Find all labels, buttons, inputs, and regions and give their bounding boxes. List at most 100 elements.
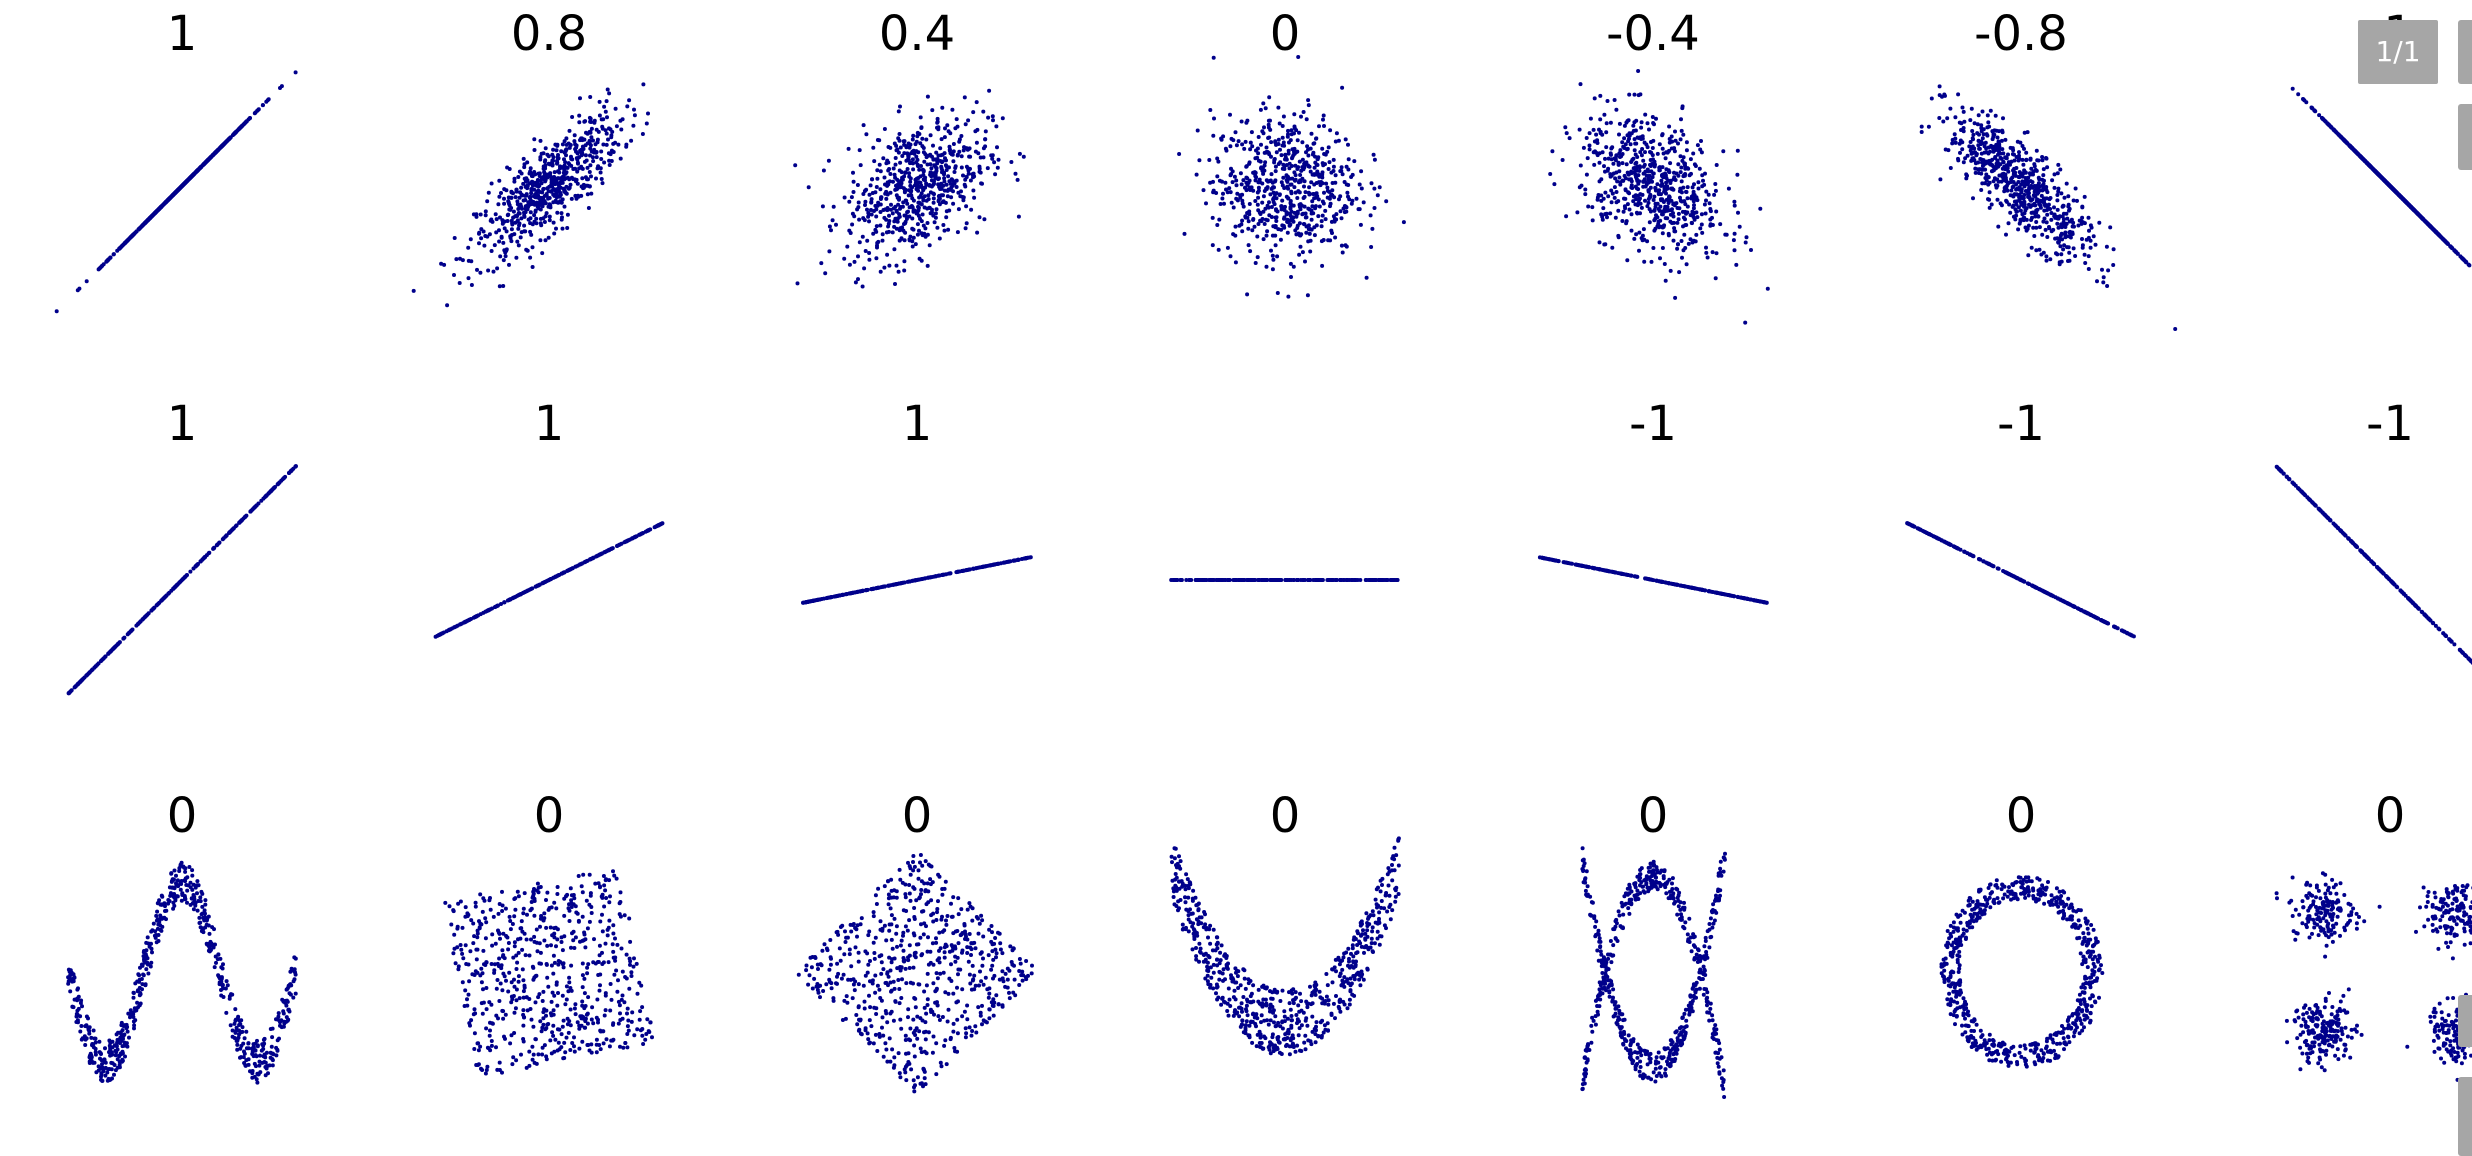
scatter-point xyxy=(2004,198,2009,203)
scatter-point xyxy=(1309,180,1314,185)
scatter-point xyxy=(1597,179,1602,184)
scatter-point xyxy=(954,117,959,122)
scatter-point xyxy=(2056,162,2061,167)
scatter-point xyxy=(489,249,494,253)
scatter-point xyxy=(1989,202,1994,207)
scatter-point xyxy=(2061,203,2066,208)
scatter-point xyxy=(528,210,533,215)
scatter-point xyxy=(127,630,132,635)
scatter-point xyxy=(975,230,980,235)
scatter-point xyxy=(1274,219,1279,223)
scatter-point xyxy=(1685,185,1690,190)
scatter-point xyxy=(2031,225,2036,230)
scatter-point xyxy=(293,70,298,75)
scatter-point xyxy=(865,207,869,212)
scatter-point xyxy=(600,126,605,131)
scatter-point xyxy=(646,111,650,116)
scatter-point xyxy=(496,202,501,207)
scatter-point xyxy=(587,115,592,120)
scatter-point xyxy=(1731,238,1736,243)
scatter-point xyxy=(1269,248,1273,253)
scatter-point xyxy=(2362,158,2367,163)
scatter-point xyxy=(501,284,506,288)
scatter-point xyxy=(573,166,578,171)
scatter-point xyxy=(1635,155,1640,159)
scatter-point xyxy=(1204,201,1208,206)
scatter-point xyxy=(892,219,897,224)
scatter-point xyxy=(504,229,509,234)
scatter-point xyxy=(519,185,524,190)
scatter-point xyxy=(928,133,933,138)
scatter-point xyxy=(1346,183,1351,187)
scatter-point xyxy=(925,206,930,211)
scatter-point xyxy=(1655,151,1660,156)
scatter-point xyxy=(543,238,548,243)
scatter-point xyxy=(1621,144,1626,149)
scatter-point xyxy=(1248,188,1253,192)
scatter-point xyxy=(888,207,893,212)
scatter-point xyxy=(1240,142,1245,147)
scatter-point xyxy=(893,162,898,167)
scatter-point xyxy=(1685,196,1690,201)
scatter-point xyxy=(1959,128,1963,132)
scatter-point xyxy=(1680,255,1684,260)
scatter-point xyxy=(852,214,857,219)
scatter-point xyxy=(1636,69,1641,73)
scatter-point xyxy=(1221,191,1225,196)
scatter-point xyxy=(842,195,847,200)
scatter-point xyxy=(971,188,976,193)
scatter-point xyxy=(1613,215,1618,220)
scatter-point xyxy=(1330,193,1335,198)
scatter-point xyxy=(898,104,902,109)
scatter-point xyxy=(946,174,951,179)
scatter-point xyxy=(903,198,908,203)
scatter-point xyxy=(1602,242,1607,247)
scatter-point xyxy=(1288,213,1293,218)
scatter-point xyxy=(1234,183,1239,188)
scatter-point xyxy=(2106,268,2111,273)
scatter-point xyxy=(1648,150,1652,154)
scatter-panel: 0.8 xyxy=(411,6,650,308)
scatter-point xyxy=(1349,175,1354,179)
scatter-point xyxy=(1950,137,1955,142)
scatter-point xyxy=(543,179,548,184)
scatter-point xyxy=(857,217,862,222)
scatter-point xyxy=(1307,207,1312,212)
scatter-point xyxy=(2051,227,2056,232)
scatter-point xyxy=(558,164,562,169)
scatter-point xyxy=(69,688,74,693)
scatter-point xyxy=(1683,217,1687,222)
scatter-panel: 0 xyxy=(1177,6,1406,299)
scatter-point xyxy=(1699,222,1704,227)
scatter-point xyxy=(614,124,619,129)
scatter-point xyxy=(952,180,957,185)
scatter-point xyxy=(902,151,907,156)
scatter-point xyxy=(951,201,956,206)
scatter-point xyxy=(1271,190,1276,195)
scatter-point xyxy=(2066,194,2071,199)
scatter-point xyxy=(1597,240,1602,245)
scatter-point xyxy=(1322,124,1326,128)
scatter-point xyxy=(541,196,546,201)
scatter-point xyxy=(98,659,103,664)
scatter-point xyxy=(929,166,934,171)
scatter-point xyxy=(887,263,892,268)
scatter-point xyxy=(478,212,483,217)
scatter-point xyxy=(1692,162,1697,167)
scatter-point xyxy=(2022,168,2027,173)
scatter-point xyxy=(1625,258,1630,263)
scatter-point xyxy=(1584,136,1589,140)
scatter-point xyxy=(1695,143,1700,148)
scatter-point xyxy=(517,195,522,200)
scatter-point xyxy=(1575,210,1580,215)
scatter-point xyxy=(1682,173,1687,178)
scatter-point xyxy=(471,212,476,217)
scatter-point xyxy=(962,95,967,100)
scatter-point xyxy=(1713,182,1718,186)
scatter-point xyxy=(959,134,964,138)
scatter-point xyxy=(2449,245,2454,250)
scatter-point xyxy=(1267,95,1272,100)
scatter-point xyxy=(1320,263,1325,268)
scatter-point xyxy=(1660,165,1665,170)
scatter-point xyxy=(945,194,950,199)
